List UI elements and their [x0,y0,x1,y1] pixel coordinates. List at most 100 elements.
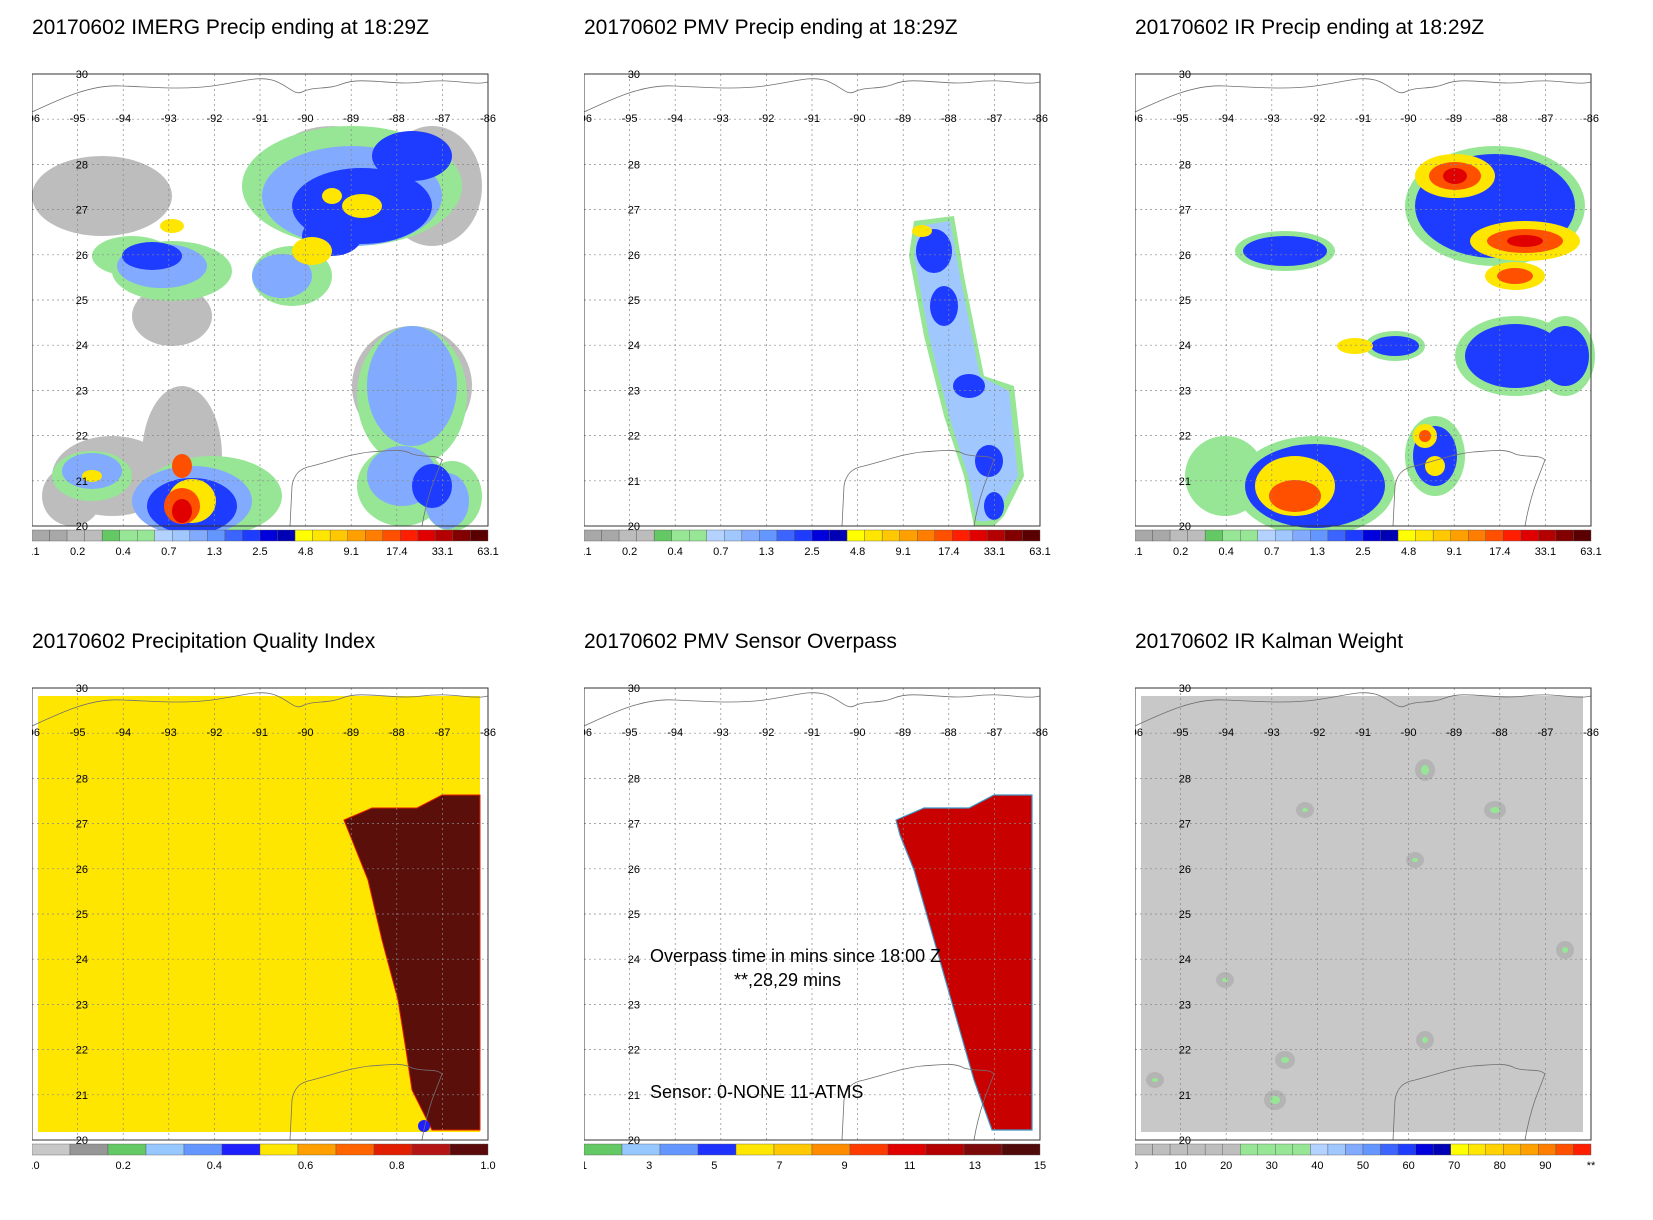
rain-area-orange [172,454,192,478]
colorbar-tick-label: 33.1 [432,546,453,556]
kalman-spot [1421,765,1429,775]
map-frame [584,73,1041,527]
colorbar-swatch [601,529,620,542]
lat-label: 30 [628,69,640,81]
lon-label: -92 [758,113,774,125]
kalman-map: -96 -95 -94 -93 -92 -91 -90 -89 -88 -87 -86 30 28 27 2… [1135,683,1599,1170]
swath-rain-darkblue [930,286,958,326]
rain-area-red [172,499,192,523]
colorbar: 13579111315Satellite Sensor Index [584,1143,1046,1170]
lon-label: -93 [713,727,729,739]
colorbar-swatch [417,529,436,542]
colorbar-tick-label: 90 [1539,1160,1551,1170]
colorbar-swatch [1204,1143,1223,1156]
axis-labels: -96 -95 -94 -93 -92 -91 -90 -89 -88 -87 -86 30 28 27 2… [32,69,496,533]
ir-rain-yellow [1337,338,1373,354]
ir-rain-yellow [1425,456,1445,476]
colorbar-swatch [373,1143,413,1156]
ir-rain-darkblue [1371,336,1419,356]
colorbar-swatch [1555,529,1574,542]
colorbar: 0.00.20.40.60.81.0Precipitation Quality … [32,1143,496,1170]
lat-label: 26 [628,864,640,876]
colorbar-tick-label: 63.1 [1029,546,1050,556]
colorbar-swatch [1022,529,1041,542]
kalman-spot [1422,1037,1428,1043]
lon-label: -96 [32,727,40,739]
colorbar-swatch [887,1143,927,1156]
lon-label: -91 [252,727,268,739]
lat-label: 27 [1179,205,1191,217]
colorbar-swatch [1485,1143,1504,1156]
yucatan-coast-line [289,449,443,527]
colorbar-swatch [963,1143,1003,1156]
colorbar-swatch [32,1143,71,1156]
panel-kalman-weight: 20170602 IR Kalman Weight -96-95-94-93-9… [1135,630,1653,1220]
colorbar-swatch [621,1143,661,1156]
colorbar-swatch [259,1143,299,1156]
axis-labels: -96 -95 -94 -93 -92 -91 -90 -89 -88 -87 -86 30 28 27 2… [584,683,1048,1147]
lat-label: 30 [628,683,640,695]
quality-map: -96 -95 -94 -93 -92 -91 -90 -89 -88 -87 -86 30 28 27 2… [32,683,496,1170]
colorbar-tick-label: 1.3 [759,546,774,556]
colorbar-swatch [1187,1143,1206,1156]
colorbar-swatch [382,529,401,542]
lat-label: 23 [1179,385,1191,397]
lat-label: 22 [628,431,640,443]
gulf-coast-line [584,692,1041,727]
lon-label: -90 [1401,727,1417,739]
lat-label: 28 [628,773,640,785]
lon-label: -89 [895,113,911,125]
colorbar-tick-label: 80 [1494,1160,1506,1170]
lon-label: -95 [70,113,86,125]
lat-label: 22 [628,1045,640,1057]
colorbar-tick-label: 9 [842,1160,848,1170]
colorbar-swatch [794,529,813,542]
colorbar-swatch [706,529,725,542]
lat-label: 28 [76,159,88,171]
colorbar-swatch [636,529,655,542]
colorbar-tick-label: 0.2 [116,1160,131,1170]
colorbar-swatch [811,1143,851,1156]
lat-label: 21 [628,476,640,488]
lon-label: -95 [1173,727,1189,739]
colorbar-tick-label: 15 [1034,1160,1046,1170]
rain-area-light [32,156,172,236]
colorbar-swatch [1503,529,1522,542]
colorbar-swatch [183,1143,223,1156]
lon-label: -87 [1537,113,1553,125]
coastline [32,78,489,527]
colorbar-tick-label: 7 [776,1160,782,1170]
colorbar-swatch [1240,529,1258,542]
colorbar-swatch [312,529,331,542]
colorbar-tick-label: 4.8 [1401,546,1416,556]
map-grid [32,687,489,1141]
colorbar-swatch [849,1143,889,1156]
colorbar-swatch [347,529,366,542]
lon-label: -94 [115,113,131,125]
colorbar-swatch [1257,529,1276,542]
rain-area-yellow [342,194,382,218]
lon-label: -86 [480,113,496,125]
colorbar-swatch [1415,1143,1434,1156]
atms-swath [895,794,1033,1131]
colorbar-tick-label: 0.7 [1264,546,1279,556]
lat-label: 26 [1179,864,1191,876]
map-frame [1135,687,1592,1141]
colorbar-tick-label: 63.1 [1580,546,1601,556]
lat-label: 25 [628,295,640,307]
lon-label: -88 [389,113,405,125]
colorbar-swatch [137,529,155,542]
colorbar-tick-label: 17.4 [386,546,407,556]
colorbar-swatch [1204,529,1223,542]
colorbar-swatch [697,1143,737,1156]
lon-label: -89 [1446,727,1462,739]
swath-rain-darkblue [984,492,1004,520]
lat-label: 24 [76,340,88,352]
colorbar-swatch [49,529,68,542]
colorbar-swatch [1450,1143,1469,1156]
lon-label: -90 [850,727,866,739]
colorbar-swatch [1468,1143,1486,1156]
colorbar-swatch [1415,529,1434,542]
rain-area-yellow [322,188,342,204]
kalman-spot [1302,808,1308,812]
